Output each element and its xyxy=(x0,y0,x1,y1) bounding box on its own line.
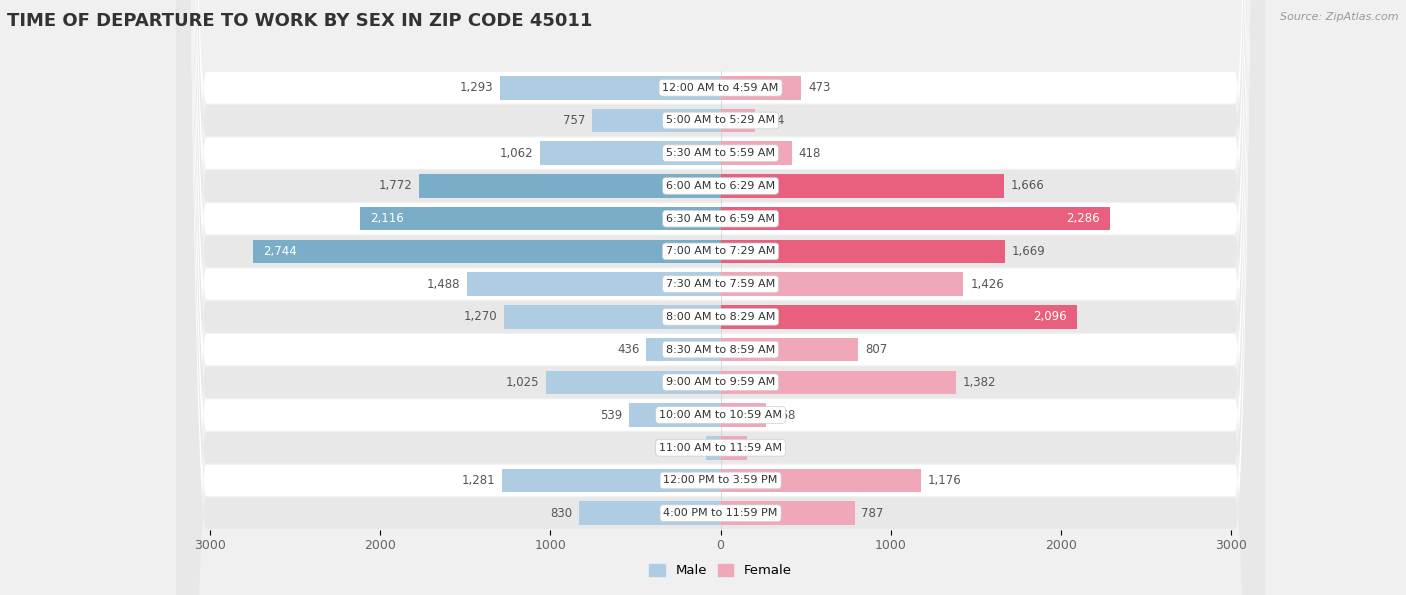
FancyBboxPatch shape xyxy=(176,0,1265,595)
Bar xyxy=(721,240,1005,263)
Bar xyxy=(721,305,1077,328)
Bar xyxy=(647,338,721,361)
Text: 1,772: 1,772 xyxy=(378,180,412,192)
Text: 1,669: 1,669 xyxy=(1011,245,1045,258)
Bar xyxy=(253,240,721,263)
Bar xyxy=(706,436,721,459)
Text: 6:30 AM to 6:59 AM: 6:30 AM to 6:59 AM xyxy=(666,214,775,224)
Bar xyxy=(502,469,721,492)
Bar xyxy=(721,469,921,492)
FancyBboxPatch shape xyxy=(176,0,1265,595)
Text: 757: 757 xyxy=(562,114,585,127)
Text: TIME OF DEPARTURE TO WORK BY SEX IN ZIP CODE 45011: TIME OF DEPARTURE TO WORK BY SEX IN ZIP … xyxy=(7,12,592,30)
Text: Source: ZipAtlas.com: Source: ZipAtlas.com xyxy=(1281,12,1399,22)
Bar xyxy=(579,502,721,525)
FancyBboxPatch shape xyxy=(176,0,1265,595)
Text: 1,270: 1,270 xyxy=(464,311,498,323)
Text: 436: 436 xyxy=(617,343,640,356)
Text: 7:00 AM to 7:29 AM: 7:00 AM to 7:29 AM xyxy=(666,246,775,256)
Bar xyxy=(721,76,801,99)
Bar xyxy=(721,142,792,165)
Bar xyxy=(721,436,747,459)
Bar xyxy=(721,207,1109,230)
Text: 9:00 AM to 9:59 AM: 9:00 AM to 9:59 AM xyxy=(666,377,775,387)
FancyBboxPatch shape xyxy=(176,0,1265,595)
Bar xyxy=(360,207,721,230)
Text: 807: 807 xyxy=(865,343,887,356)
Text: 204: 204 xyxy=(762,114,785,127)
Text: 539: 539 xyxy=(600,409,621,421)
Text: 8:00 AM to 8:29 AM: 8:00 AM to 8:29 AM xyxy=(666,312,775,322)
Text: 12:00 AM to 4:59 AM: 12:00 AM to 4:59 AM xyxy=(662,83,779,93)
Text: 1,426: 1,426 xyxy=(970,278,1004,290)
Text: 11:00 AM to 11:59 AM: 11:00 AM to 11:59 AM xyxy=(659,443,782,453)
Text: 12:00 PM to 3:59 PM: 12:00 PM to 3:59 PM xyxy=(664,475,778,486)
Bar xyxy=(721,174,1004,198)
Bar xyxy=(721,502,855,525)
Text: 1,062: 1,062 xyxy=(499,147,533,159)
FancyBboxPatch shape xyxy=(176,0,1265,595)
Bar xyxy=(501,76,721,99)
Bar xyxy=(721,403,766,427)
FancyBboxPatch shape xyxy=(176,0,1265,595)
Text: 2,116: 2,116 xyxy=(371,212,405,225)
Text: 473: 473 xyxy=(808,82,831,94)
Text: 787: 787 xyxy=(862,507,884,519)
Text: 7:30 AM to 7:59 AM: 7:30 AM to 7:59 AM xyxy=(666,279,775,289)
Bar xyxy=(721,371,956,394)
Text: 10:00 AM to 10:59 AM: 10:00 AM to 10:59 AM xyxy=(659,410,782,420)
Text: 2,286: 2,286 xyxy=(1066,212,1099,225)
Bar xyxy=(467,273,721,296)
Text: 8:30 AM to 8:59 AM: 8:30 AM to 8:59 AM xyxy=(666,345,775,355)
FancyBboxPatch shape xyxy=(176,0,1265,595)
Legend: Male, Female: Male, Female xyxy=(644,559,797,583)
Text: 5:30 AM to 5:59 AM: 5:30 AM to 5:59 AM xyxy=(666,148,775,158)
Text: 830: 830 xyxy=(550,507,572,519)
Text: 2,744: 2,744 xyxy=(263,245,297,258)
Bar xyxy=(419,174,721,198)
Bar xyxy=(505,305,721,328)
Text: 1,176: 1,176 xyxy=(928,474,962,487)
Bar xyxy=(546,371,721,394)
FancyBboxPatch shape xyxy=(176,0,1265,595)
FancyBboxPatch shape xyxy=(176,0,1265,595)
Text: 1,281: 1,281 xyxy=(463,474,496,487)
Text: 2,096: 2,096 xyxy=(1033,311,1067,323)
Text: 6:00 AM to 6:29 AM: 6:00 AM to 6:29 AM xyxy=(666,181,775,191)
Text: 1,293: 1,293 xyxy=(460,82,494,94)
Bar xyxy=(721,338,858,361)
FancyBboxPatch shape xyxy=(176,0,1265,595)
Text: 4:00 PM to 11:59 PM: 4:00 PM to 11:59 PM xyxy=(664,508,778,518)
Text: 1,025: 1,025 xyxy=(506,376,540,389)
Bar xyxy=(721,109,755,132)
Text: 418: 418 xyxy=(799,147,821,159)
FancyBboxPatch shape xyxy=(176,0,1265,595)
FancyBboxPatch shape xyxy=(176,0,1265,595)
FancyBboxPatch shape xyxy=(176,0,1265,595)
Text: 154: 154 xyxy=(754,441,776,454)
FancyBboxPatch shape xyxy=(176,0,1265,595)
Text: 1,666: 1,666 xyxy=(1011,180,1045,192)
Text: 1,488: 1,488 xyxy=(427,278,460,290)
Bar xyxy=(721,273,963,296)
Text: 5:00 AM to 5:29 AM: 5:00 AM to 5:29 AM xyxy=(666,115,775,126)
Text: 1,382: 1,382 xyxy=(963,376,997,389)
Bar xyxy=(628,403,721,427)
Bar xyxy=(592,109,721,132)
Text: 84: 84 xyxy=(685,441,699,454)
Bar xyxy=(540,142,721,165)
Text: 268: 268 xyxy=(773,409,796,421)
